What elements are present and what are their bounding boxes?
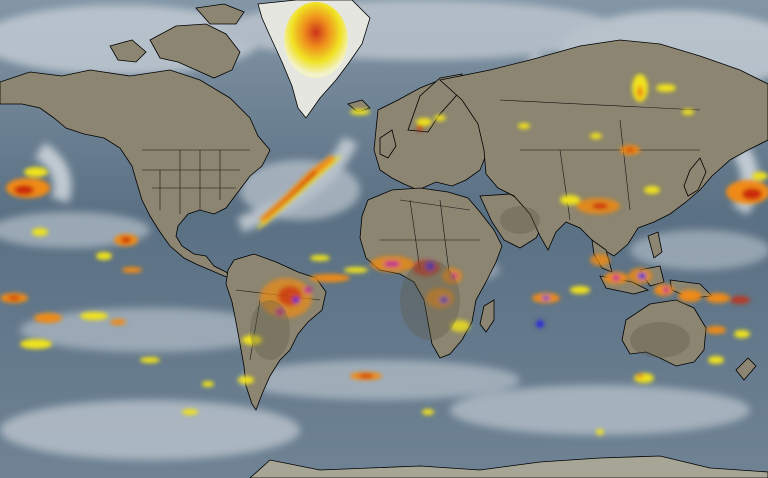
madagascar <box>479 299 495 333</box>
antarctica <box>249 455 768 478</box>
terrain-shading <box>250 206 690 360</box>
british-isles <box>379 129 397 159</box>
convection-cells <box>0 74 768 435</box>
country-borders <box>142 99 701 361</box>
asia <box>439 39 768 257</box>
iceland <box>347 99 371 113</box>
greenland-ice-temperature <box>284 2 348 78</box>
australia <box>621 299 707 367</box>
japan <box>683 157 707 197</box>
north-america <box>0 69 271 279</box>
arctic-islands <box>149 23 241 79</box>
new-zealand <box>735 357 757 381</box>
